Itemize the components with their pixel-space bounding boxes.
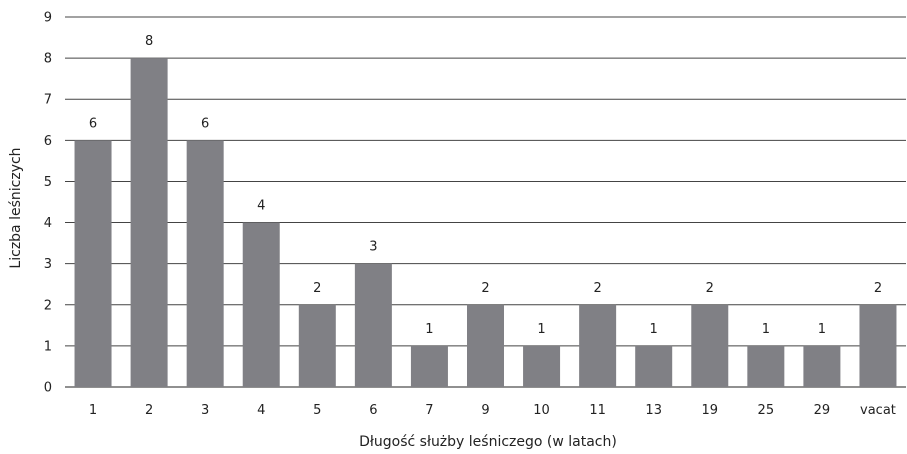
data-label: 2 — [874, 281, 882, 296]
bars — [74, 58, 897, 387]
data-label: 8 — [145, 34, 153, 49]
x-tick-label: 4 — [257, 403, 265, 418]
bar-1 — [74, 140, 112, 387]
bar-13 — [635, 345, 673, 387]
data-label: 6 — [89, 116, 97, 131]
bar-9 — [466, 304, 505, 387]
bar-10 — [523, 345, 561, 387]
x-tick-label: 29 — [814, 403, 831, 418]
x-tick-label: 2 — [145, 403, 153, 418]
x-axis-title: Długość służby leśniczego (w latach) — [359, 434, 617, 450]
x-tick-label: 9 — [481, 403, 489, 418]
bar-11 — [579, 304, 617, 387]
x-tick-label: 10 — [533, 403, 550, 418]
bar-4 — [242, 222, 280, 387]
x-tick-label: 1 — [89, 403, 97, 418]
y-tick-labels: 0 1 2 3 4 5 6 7 8 9 — [44, 11, 52, 396]
bar-19 — [691, 304, 729, 387]
x-tick-label: 11 — [589, 403, 606, 418]
y-tick-label: 6 — [44, 134, 52, 149]
bar-vacat — [859, 304, 897, 387]
bar-7 — [410, 345, 448, 387]
data-label: 2 — [481, 281, 489, 296]
y-tick-label: 8 — [44, 52, 52, 67]
y-axis-title: Liczba leśniczych — [8, 147, 24, 268]
data-label: 1 — [425, 322, 433, 337]
y-tick-label: 2 — [44, 298, 52, 313]
data-label: 1 — [818, 322, 826, 337]
x-tick-label: vacat — [860, 403, 896, 418]
data-label: 2 — [593, 281, 601, 296]
y-tick-label: 1 — [44, 339, 52, 354]
x-tick-label: 3 — [201, 403, 209, 418]
data-label: 3 — [369, 240, 377, 255]
x-tick-label: 7 — [425, 403, 433, 418]
data-label: 1 — [537, 322, 545, 337]
data-labels: 6 8 6 4 2 3 1 2 1 2 1 2 1 1 2 — [89, 34, 882, 337]
x-tick-label: 19 — [701, 403, 718, 418]
data-label: 2 — [313, 281, 321, 296]
y-tick-label: 7 — [44, 93, 52, 108]
data-label: 1 — [650, 322, 658, 337]
bar-5 — [298, 304, 336, 387]
x-tick-label: 6 — [369, 403, 377, 418]
x-tick-label: 13 — [645, 403, 662, 418]
y-tick-label: 3 — [44, 257, 52, 272]
x-tick-label: 5 — [313, 403, 321, 418]
data-label: 2 — [706, 281, 714, 296]
y-tick-label: 5 — [44, 175, 52, 190]
data-label: 6 — [201, 116, 209, 131]
bar-25 — [747, 345, 785, 387]
data-label: 4 — [257, 199, 265, 214]
x-tick-label: 25 — [758, 403, 775, 418]
x-tick-labels: 1 2 3 4 5 6 7 9 10 11 13 19 25 29 vacat — [89, 403, 896, 418]
bar-29 — [803, 345, 841, 387]
y-tick-label: 0 — [44, 381, 52, 396]
bar-3 — [186, 140, 224, 387]
y-tick-label: 4 — [44, 216, 52, 231]
bar-2 — [130, 58, 168, 387]
y-tick-label: 9 — [44, 11, 52, 26]
data-label: 1 — [762, 322, 770, 337]
bar-6 — [354, 263, 392, 387]
